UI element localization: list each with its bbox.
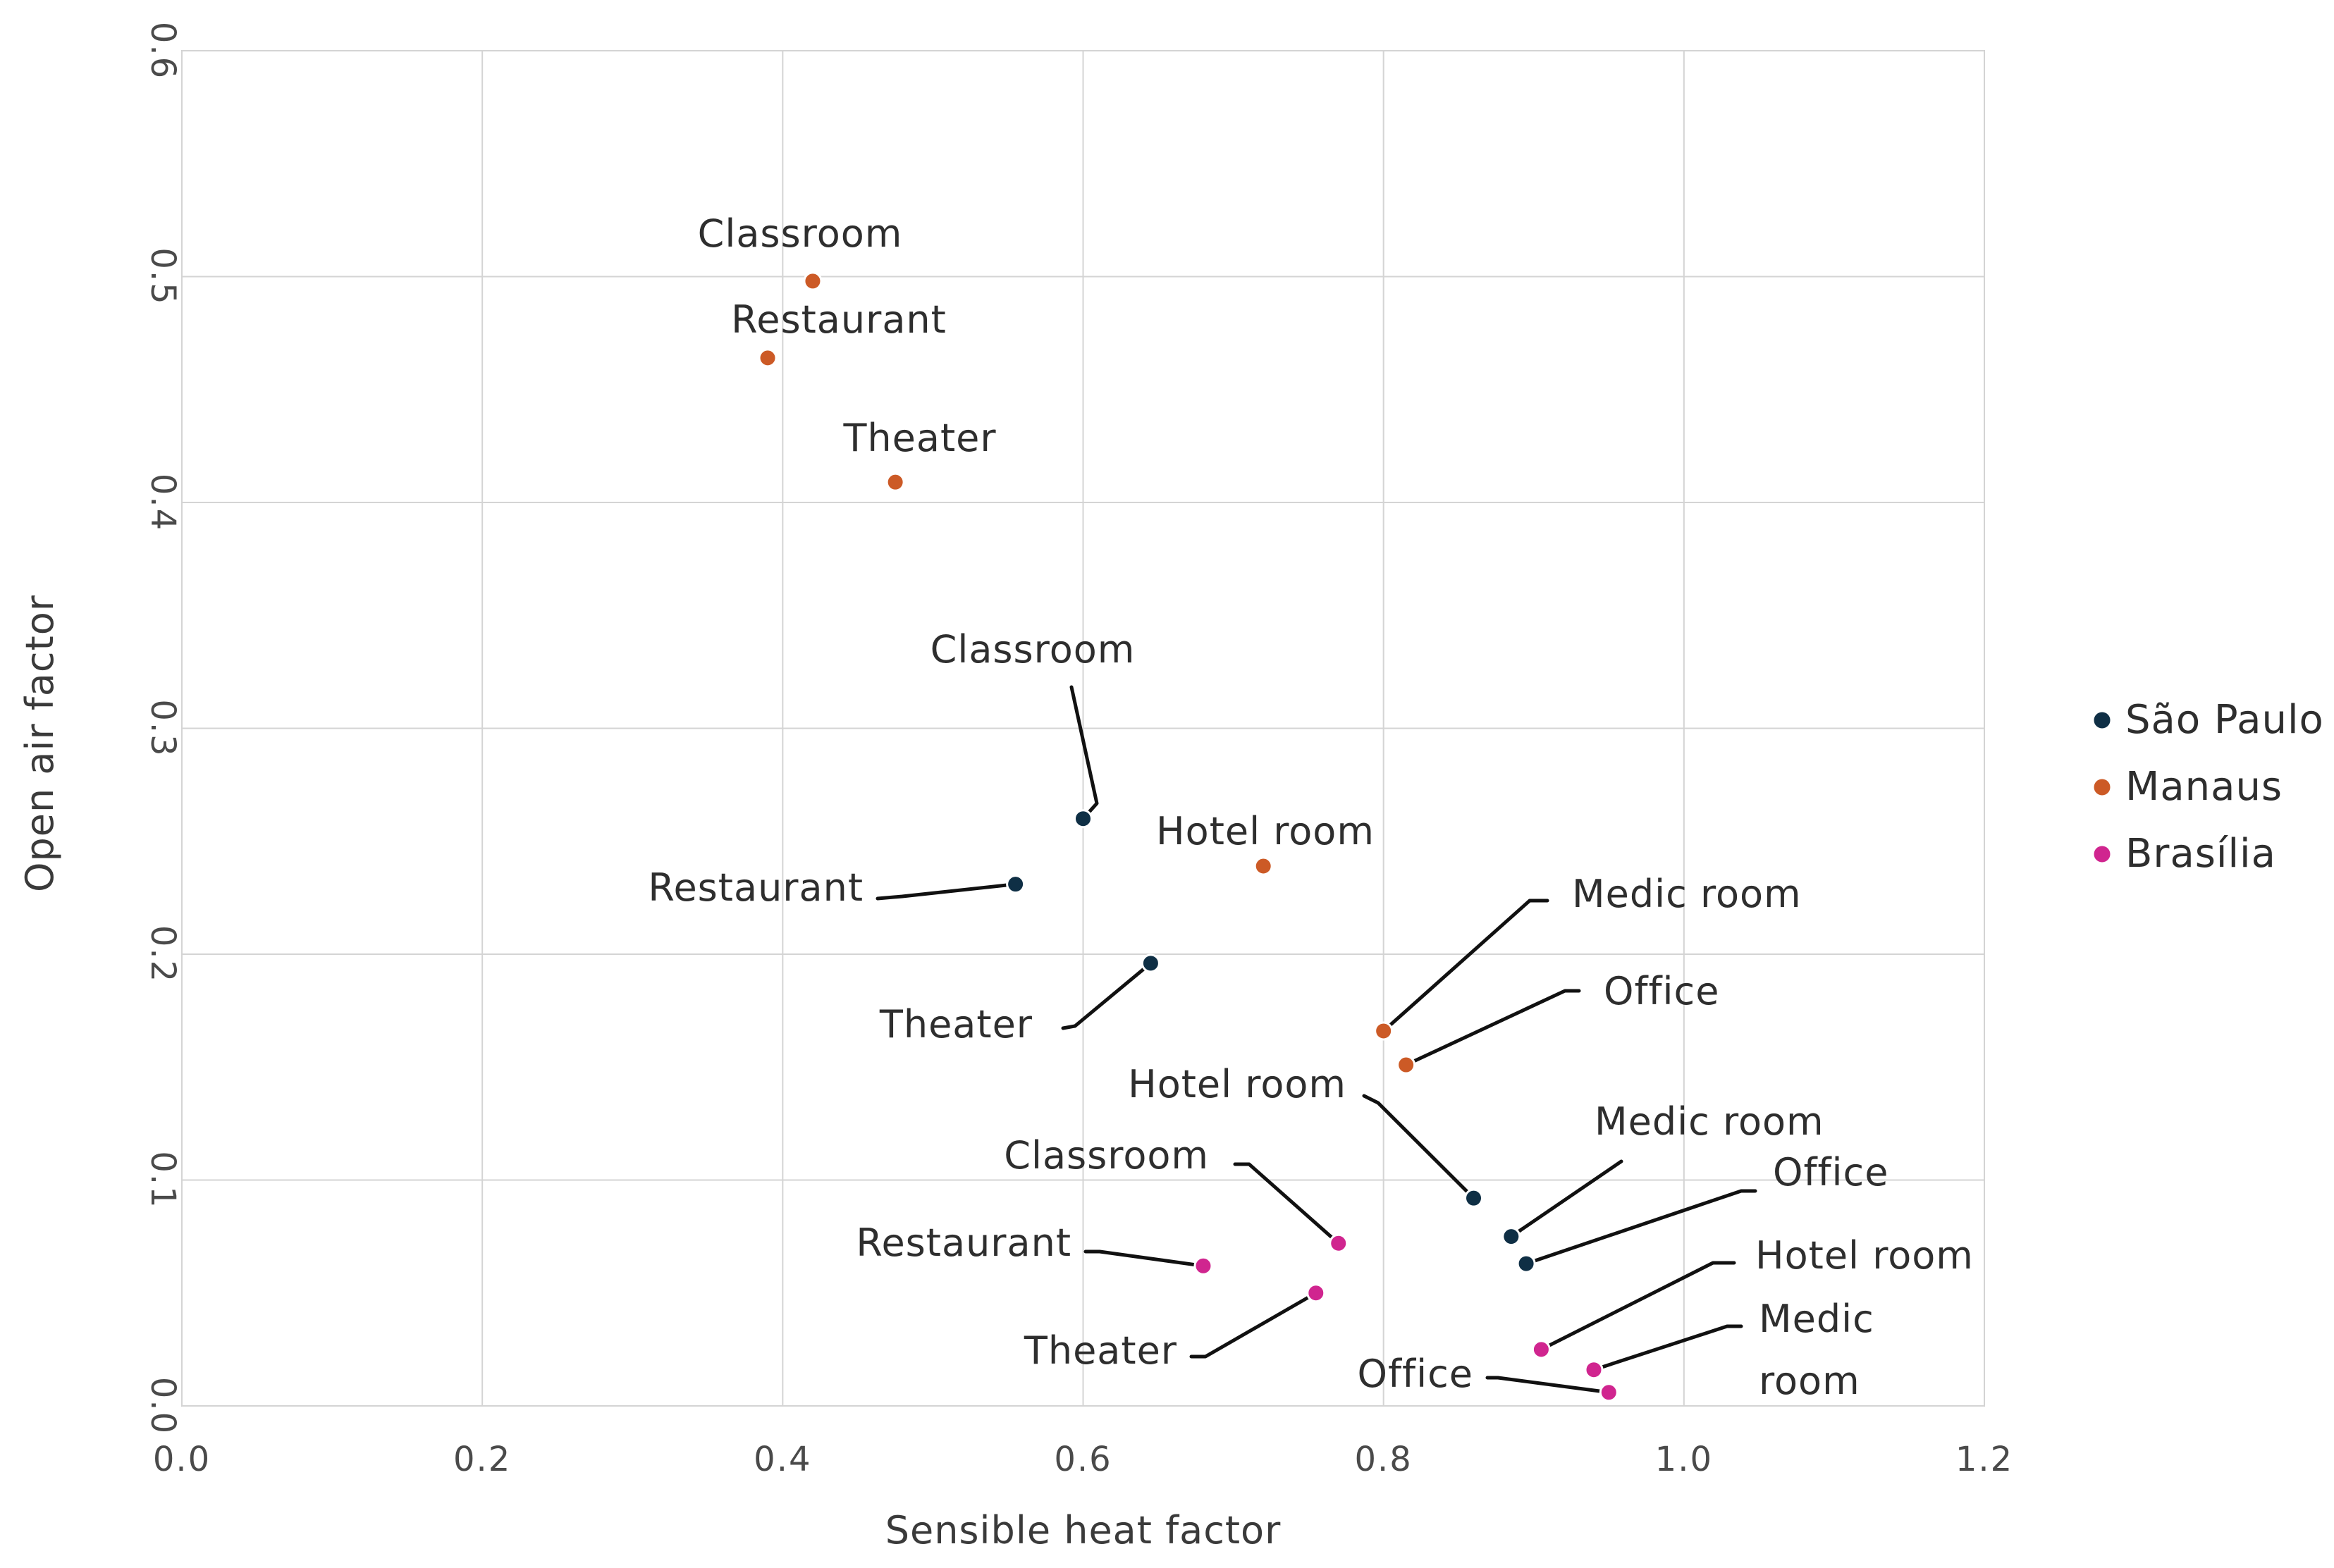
legend-marker [2092,777,2113,798]
y-tick-label: 0.6 [143,22,183,80]
data-point [1464,1188,1484,1208]
leader-line [1485,1376,1611,1395]
leader-line [1189,1291,1318,1359]
data-point [758,348,778,368]
legend-marker [2092,844,2113,865]
x-tick-label: 1.0 [1655,1440,1713,1479]
leader-line [1382,899,1549,1033]
point-label: Office [1773,1150,1888,1194]
leader-line [1524,1189,1757,1266]
point-label: Classroom [930,627,1136,672]
leader-line [1069,685,1099,821]
point-label: Medic room [1572,872,1802,916]
data-point [803,271,823,291]
point-label: Office [1604,969,1719,1013]
y-tick-label: 0.2 [143,925,183,983]
data-point [1193,1256,1213,1276]
data-point [1074,809,1093,829]
x-tick-label: 0.0 [153,1440,211,1479]
data-point [1501,1227,1521,1247]
y-tick-label: 0.3 [143,699,183,757]
point-label: Classroom [698,211,903,256]
leader-line [1592,1324,1743,1372]
leader-line [876,882,1018,901]
point-label: Restaurant [731,297,947,342]
legend-entry: São Paulo [2125,697,2324,743]
y-tick-label: 0.1 [143,1151,183,1209]
point-label: Office [1358,1352,1473,1396]
y-tick-label: 0.4 [143,474,183,531]
data-point [1531,1340,1551,1359]
leader-line [1061,961,1153,1030]
legend-entry: Brasília [2125,831,2276,877]
data-points [758,271,1619,1402]
leader-line [1539,1261,1736,1352]
y-tick-label: 0.5 [143,247,183,305]
x-tick-label: 0.2 [453,1440,511,1479]
data-point [1396,1055,1416,1075]
x-tick-label: 1.2 [1955,1440,2013,1479]
data-point [1253,856,1273,876]
leader-line [1404,989,1581,1067]
y-tick-label: 0.0 [143,1377,183,1435]
data-point [1329,1233,1349,1253]
x-axis-title: Sensible heat factor [885,1508,1282,1552]
legend: São Paulo Manaus Brasília [2092,697,2324,877]
point-label: Hotel room [1128,1062,1346,1106]
point-label: Restaurant [856,1221,1071,1265]
legend-marker [2092,710,2113,731]
point-label: Hotel room [1755,1233,1974,1278]
point-label: Medic [1759,1297,1874,1341]
point-label: Classroom [1004,1133,1209,1178]
point-label: Theater [842,416,996,460]
point-label: Hotel room [1156,809,1375,853]
axes: 0.0 0.2 0.4 0.6 0.8 1.0 1.2 0.0 0.1 0.2 0.3 0.4 0.5 0… [18,22,2013,1552]
leader-lines [876,685,1757,1395]
data-point [1516,1254,1536,1273]
data-point [1584,1360,1604,1380]
x-tick-label: 0.4 [754,1440,811,1479]
data-point [1141,953,1160,973]
legend-entry: Manaus [2125,764,2283,810]
y-axis-title: Open air factor [18,595,62,892]
data-point [1006,875,1026,894]
data-point [1599,1383,1619,1402]
data-point [1306,1283,1326,1303]
point-label: room [1759,1359,1860,1403]
point-label: Theater [1024,1328,1177,1373]
point-label: Restaurant [648,865,864,910]
point-labels: Classroom Restaurant Theater Hotel room Medi… [648,211,1974,1403]
data-point [1374,1021,1394,1041]
x-tick-label: 0.8 [1354,1440,1412,1479]
point-label: Medic room [1595,1099,1824,1144]
leader-line [1083,1249,1205,1268]
leader-line [1509,1159,1623,1239]
x-tick-label: 0.6 [1054,1440,1112,1479]
leader-line [1362,1094,1476,1200]
grid [181,50,1985,1407]
data-point [885,472,905,492]
point-label: Theater [879,1002,1033,1047]
leader-line [1233,1162,1341,1245]
